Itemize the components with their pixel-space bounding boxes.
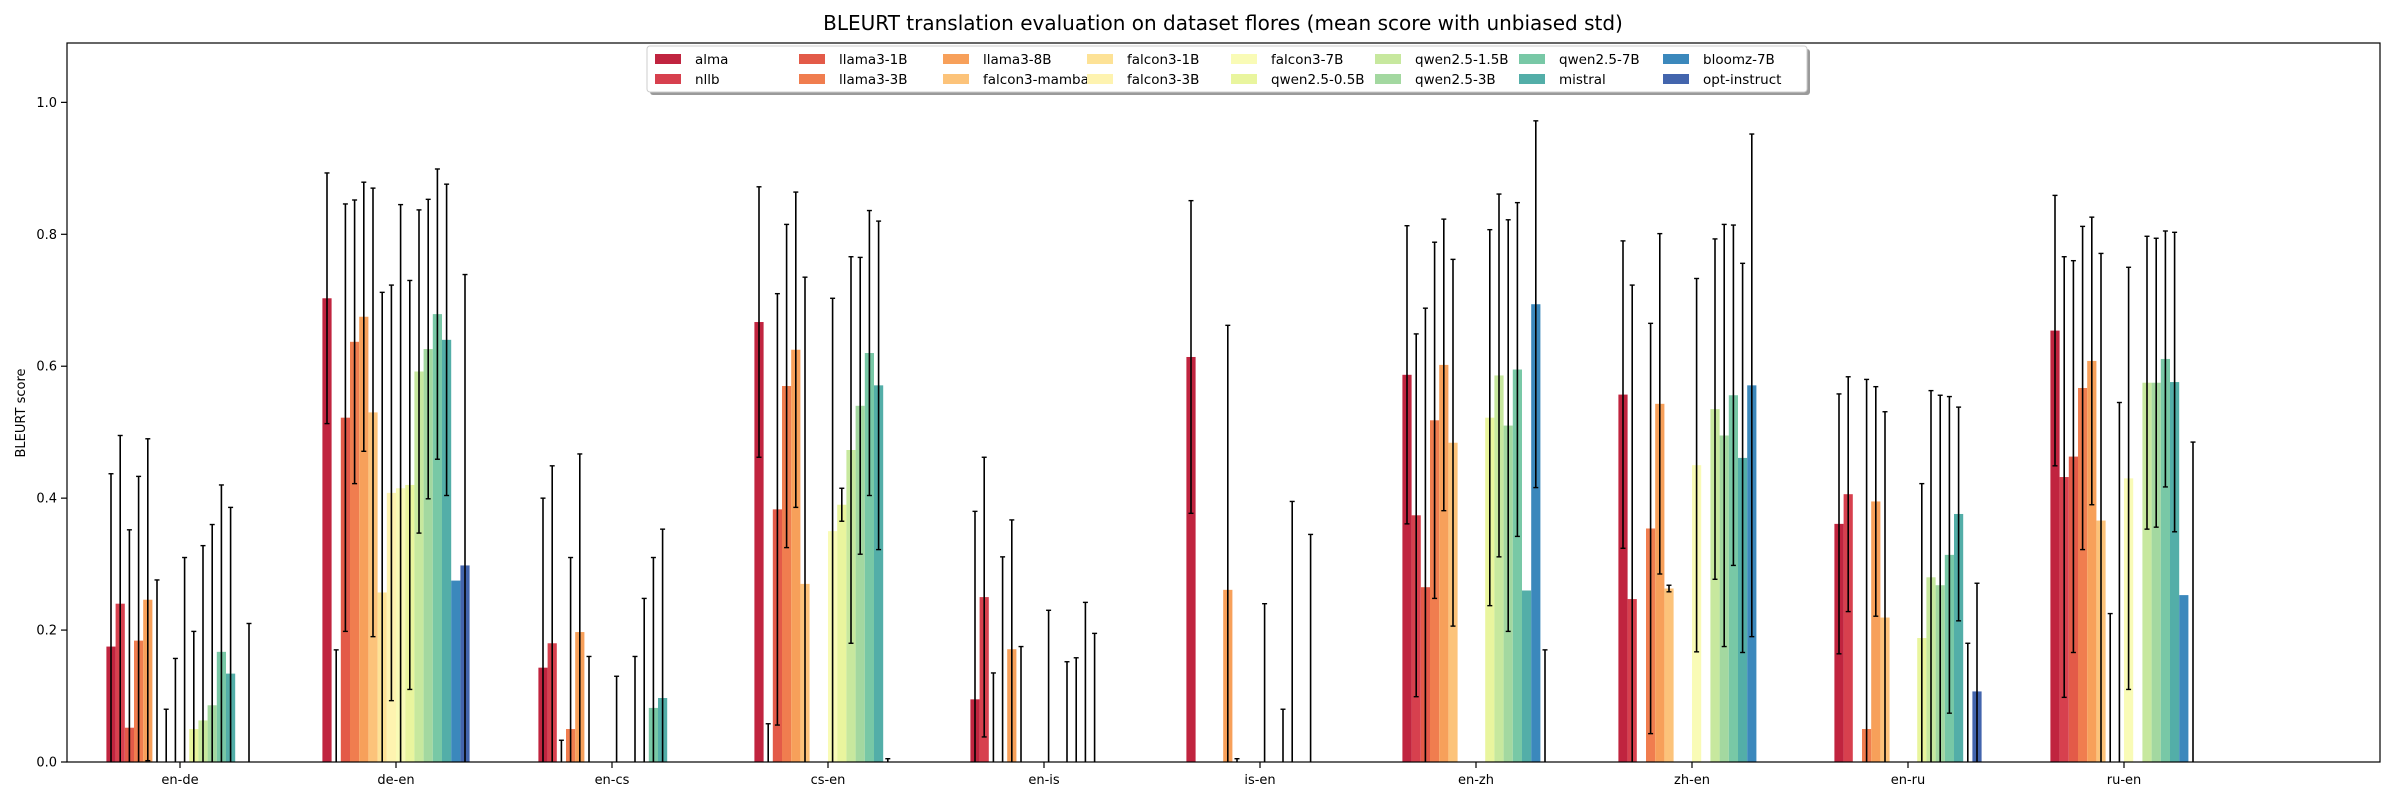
legend-swatch <box>1519 54 1545 64</box>
legend-box <box>646 45 1808 93</box>
bar-bloomz-7b-ru-en <box>2179 595 2189 762</box>
bar-alma-en-zh <box>1402 374 1412 762</box>
bar-qwen2-5-1-5b-en-zh <box>1494 375 1504 762</box>
bar-llama3-8b-en-ru <box>1871 501 1881 762</box>
legend-swatch <box>1663 74 1689 84</box>
legend-label: nllb <box>695 72 720 88</box>
legend-swatch <box>1375 74 1401 84</box>
bar-llama3-8b-zh-en <box>1655 403 1665 762</box>
legend-swatch <box>1231 54 1257 64</box>
legend-label: falcon3-mamba <box>983 72 1089 88</box>
bar-bloomz-7b-de-en <box>451 580 461 762</box>
legend-swatch <box>1375 54 1401 64</box>
legend-swatch <box>799 54 825 64</box>
plot-frame <box>66 42 2381 763</box>
legend-label: falcon3-7B <box>1271 52 1343 68</box>
bar-alma-cs-en <box>754 322 764 762</box>
x-tick-label-en-is: en-is <box>1028 773 1060 788</box>
legend-swatch <box>655 74 681 84</box>
y-axis-title: BLEURT score <box>14 369 29 458</box>
bar-qwen2-5-7b-ru-en <box>2160 358 2170 762</box>
legend-label: mistral <box>1559 72 1606 88</box>
bar-qwen2-5-7b-zh-en <box>1728 395 1738 762</box>
legend-label: falcon3-3B <box>1127 72 1199 88</box>
bar-llama3-8b-en-zh <box>1439 364 1449 762</box>
bar-mistral-en-ru <box>1954 513 1964 762</box>
bar-alma-is-en <box>1186 356 1196 762</box>
legend-label: qwen2.5-0.5B <box>1271 72 1365 88</box>
bar-llama3-3b-ru-en <box>2078 387 2088 762</box>
bar-qwen2-5-1-5b-zh-en <box>1710 409 1720 762</box>
plot-area: 0.0 0.2 0.4 0.6 0.8 1.0 en-de de-en en-cs cs-en en… <box>36 42 2381 788</box>
y-tick-label: 0.6 <box>36 360 57 375</box>
bar-llama3-8b-de-en <box>359 316 369 762</box>
x-tick-label-en-zh: en-zh <box>1458 773 1494 788</box>
bar-falcon3-mamba-zh-en <box>1664 588 1674 762</box>
bar-nllb-en-ru <box>1843 494 1853 762</box>
bar-llama3-8b-ru-en <box>2087 360 2097 762</box>
bar-mistral-cs-en <box>874 385 884 762</box>
bar-llama3-8b-cs-en <box>791 349 801 762</box>
bar-qwen2-5-1-5b-de-en <box>414 371 424 762</box>
legend-label: qwen2.5-3B <box>1415 72 1496 88</box>
legend-swatch <box>943 74 969 84</box>
x-tick-label-zh-en: zh-en <box>1674 773 1710 788</box>
bar-llama3-3b-cs-en <box>782 386 792 762</box>
x-tick-label-en-de: en-de <box>161 773 198 788</box>
bar-bloomz-7b-en-zh <box>1531 304 1541 762</box>
y-tick-label: 0.8 <box>36 228 57 243</box>
bar-qwen2-5-1-5b-ru-en <box>2142 382 2152 762</box>
legend-swatch <box>1231 74 1257 84</box>
x-tick-label-en-ru: en-ru <box>1891 773 1926 788</box>
bar-qwen2-5-3b-ru-en <box>2151 382 2161 762</box>
x-tick-label-is-en: is-en <box>1244 773 1275 788</box>
legend-label: alma <box>695 52 728 68</box>
legend-label: qwen2.5-1.5B <box>1415 52 1509 68</box>
bar-alma-de-en <box>322 298 332 762</box>
chart-title: BLEURT translation evaluation on dataset… <box>823 11 1623 35</box>
x-tick-label-cs-en: cs-en <box>811 773 846 788</box>
bar-qwen2-5-7b-de-en <box>432 314 442 762</box>
bar-qwen2-5-0-5b-cs-en <box>837 504 847 762</box>
bar-qwen2-5-3b-de-en <box>423 349 433 762</box>
bar-qwen2-5-7b-en-zh <box>1512 369 1522 762</box>
y-tick-label: 0.2 <box>36 624 57 639</box>
legend-swatch <box>1087 74 1113 84</box>
x-tick-label-de-en: de-en <box>377 773 414 788</box>
bar-alma-zh-en <box>1618 394 1628 762</box>
legend-swatch <box>655 54 681 64</box>
bar-llama3-3b-de-en <box>350 341 360 762</box>
bar-mistral-ru-en <box>2170 382 2180 762</box>
legend-swatch <box>799 74 825 84</box>
legend-label: llama3-1B <box>839 52 908 68</box>
legend-label: falcon3-1B <box>1127 52 1199 68</box>
bar-qwen2-5-7b-cs-en <box>864 353 874 762</box>
y-tick-label: 0.0 <box>36 756 57 771</box>
bar-qwen2-5-3b-cs-en <box>855 405 865 762</box>
bar-mistral-en-zh <box>1522 590 1532 762</box>
bar-alma-ru-en <box>2050 330 2060 762</box>
x-tick-label-ru-en: ru-en <box>2107 773 2142 788</box>
legend-swatch <box>1663 54 1689 64</box>
y-tick-label: 0.4 <box>36 492 57 507</box>
legend-label: opt-instruct <box>1703 72 1781 88</box>
bar-mistral-de-en <box>442 339 452 762</box>
legend-label: llama3-8B <box>983 52 1052 68</box>
y-tick-label: 1.0 <box>36 96 57 111</box>
legend-label: bloomz-7B <box>1703 52 1775 68</box>
legend-label: llama3-3B <box>839 72 908 88</box>
legend-swatch <box>1519 74 1545 84</box>
x-tick-label-en-cs: en-cs <box>595 773 630 788</box>
legend: alma nllb llama3-1B llama3-3B llama3-8B falco… <box>646 45 1810 95</box>
legend-swatch <box>943 54 969 64</box>
legend-label: qwen2.5-7B <box>1559 52 1640 68</box>
legend-swatch <box>1087 54 1113 64</box>
